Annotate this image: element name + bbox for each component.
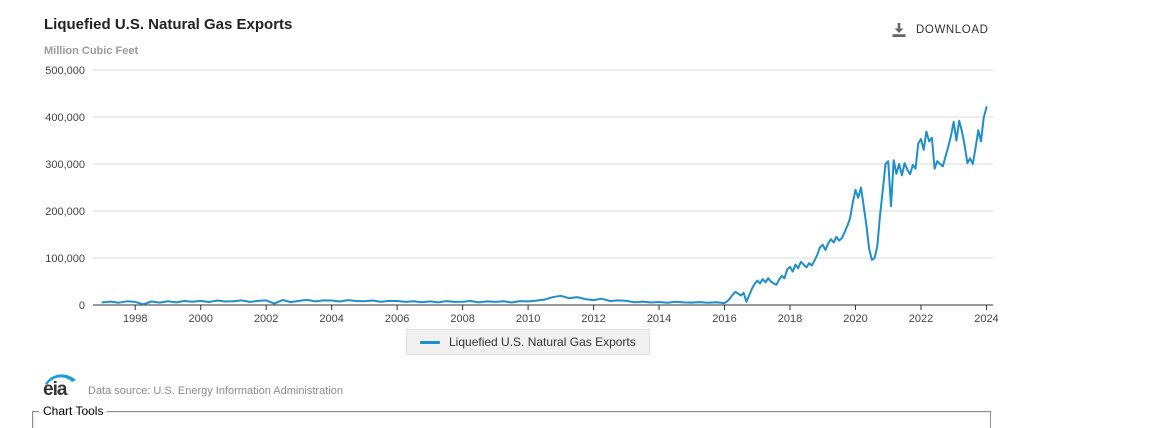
data-source-text: Data source: U.S. Energy Information Adm… xyxy=(88,385,343,397)
x-axis-tick-label: 2002 xyxy=(254,313,278,325)
x-axis-tick-label: 2024 xyxy=(974,313,998,325)
chart-tools-label: Chart Tools xyxy=(43,404,104,418)
legend-item[interactable]: Liquefied U.S. Natural Gas Exports xyxy=(406,329,650,355)
x-axis-tick-label: 2014 xyxy=(647,313,671,325)
chart-tools-panel: Chart Tools xyxy=(32,404,991,428)
y-axis-units-label: Million Cubic Feet xyxy=(44,45,139,57)
y-axis-tick-label: 500,000 xyxy=(45,65,85,77)
eia-logo-text: eia xyxy=(43,379,67,400)
y-axis-tick-label: 400,000 xyxy=(45,112,85,124)
x-axis-tick-label: 2018 xyxy=(778,313,802,325)
series-line[interactable] xyxy=(101,106,988,306)
chart-canvas[interactable]: 0 100,000 200,000 300,000 400,000 500,000 1998… xyxy=(0,0,1010,330)
y-axis-tick-label: 300,000 xyxy=(45,159,85,171)
y-axis-tick-label: 100,000 xyxy=(45,253,85,265)
y-axis-tick-label: 200,000 xyxy=(45,206,85,218)
x-axis-tick-label: 2006 xyxy=(385,313,409,325)
x-axis-tick-label: 2012 xyxy=(581,313,605,325)
download-button-label: DOWNLOAD xyxy=(916,24,989,36)
y-axis-tick-label: 0 xyxy=(79,300,85,312)
x-axis-tick-label: 1998 xyxy=(123,313,147,325)
download-icon xyxy=(891,22,907,38)
x-axis-tick-label: 2000 xyxy=(188,313,212,325)
x-axis-tick-label: 2016 xyxy=(712,313,736,325)
download-button[interactable]: DOWNLOAD xyxy=(889,20,991,40)
x-axis-tick-label: 2020 xyxy=(843,313,867,325)
x-axis-tick-label: 2008 xyxy=(450,313,474,325)
x-axis-tick-label: 2010 xyxy=(516,313,540,325)
page-title: Liquefied U.S. Natural Gas Exports xyxy=(44,16,293,33)
eia-logo-swoosh-icon xyxy=(45,374,76,385)
x-axis-tick-label: 2022 xyxy=(909,313,933,325)
eia-logo[interactable]: eia xyxy=(42,371,82,401)
legend-line-swatch xyxy=(420,340,440,344)
x-axis-tick-label: 2004 xyxy=(319,313,343,325)
legend-label: Liquefied U.S. Natural Gas Exports xyxy=(449,335,636,349)
